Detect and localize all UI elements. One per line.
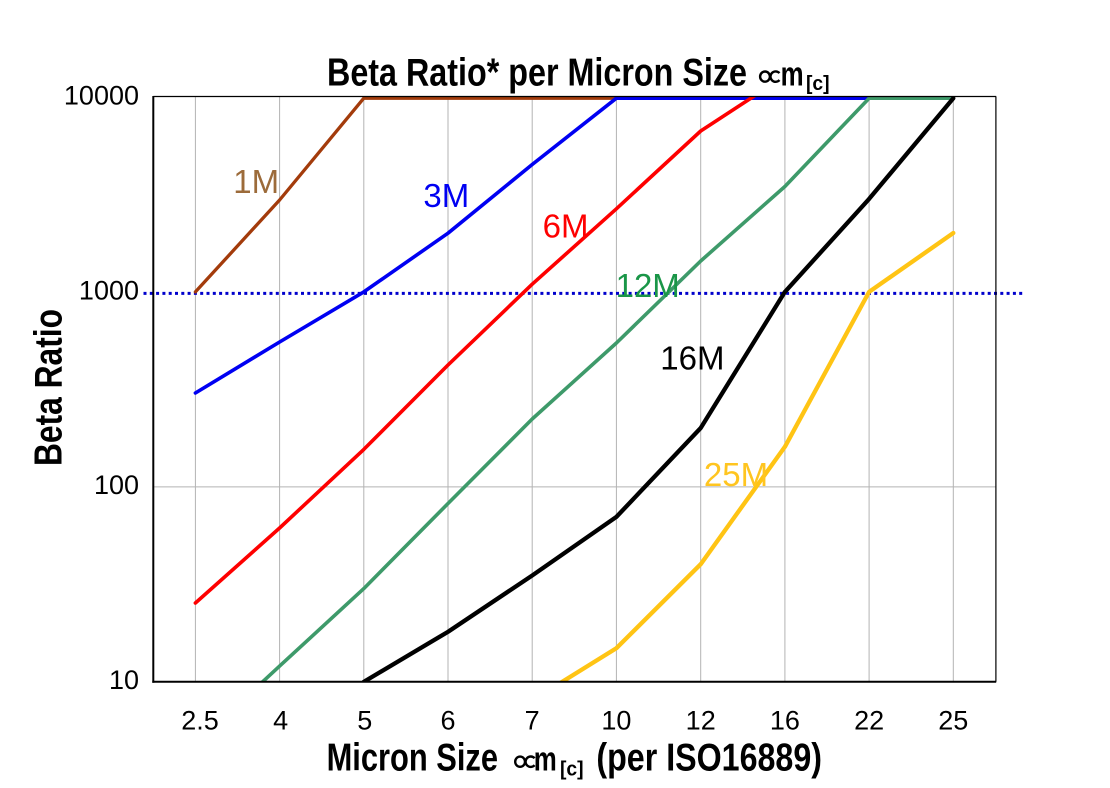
svg-text:m: m xyxy=(534,740,557,778)
svg-text:10: 10 xyxy=(109,665,139,695)
svg-text:[c]: [c] xyxy=(560,758,584,780)
svg-text:16M: 16M xyxy=(660,339,724,376)
svg-text:22: 22 xyxy=(854,706,884,736)
svg-text:12M: 12M xyxy=(616,267,680,304)
svg-text:25: 25 xyxy=(938,706,968,736)
svg-text:4: 4 xyxy=(273,706,288,736)
svg-text:6: 6 xyxy=(440,706,455,736)
svg-text:Beta Ratio* per Micron Size: Beta Ratio* per Micron Size xyxy=(327,51,747,94)
svg-text:1000: 1000 xyxy=(79,275,139,305)
svg-text:10: 10 xyxy=(601,706,631,736)
svg-text:[c]: [c] xyxy=(806,73,830,95)
svg-text:25M: 25M xyxy=(704,456,768,493)
svg-text:7: 7 xyxy=(525,706,540,736)
svg-text:100: 100 xyxy=(94,470,139,500)
svg-text:6M: 6M xyxy=(543,207,589,244)
svg-text:Beta Ratio: Beta Ratio xyxy=(28,309,71,466)
svg-text:Micron Size: Micron Size xyxy=(327,736,498,779)
svg-text:5: 5 xyxy=(357,706,372,736)
svg-text:2.5: 2.5 xyxy=(181,706,219,736)
svg-text:1M: 1M xyxy=(233,163,279,200)
svg-text:16: 16 xyxy=(770,706,800,736)
svg-text:3M: 3M xyxy=(423,177,469,214)
svg-text:(per ISO16889): (per ISO16889) xyxy=(596,736,822,779)
svg-text:m: m xyxy=(781,55,804,93)
svg-text:10000: 10000 xyxy=(64,80,139,110)
svg-text:12: 12 xyxy=(686,706,716,736)
